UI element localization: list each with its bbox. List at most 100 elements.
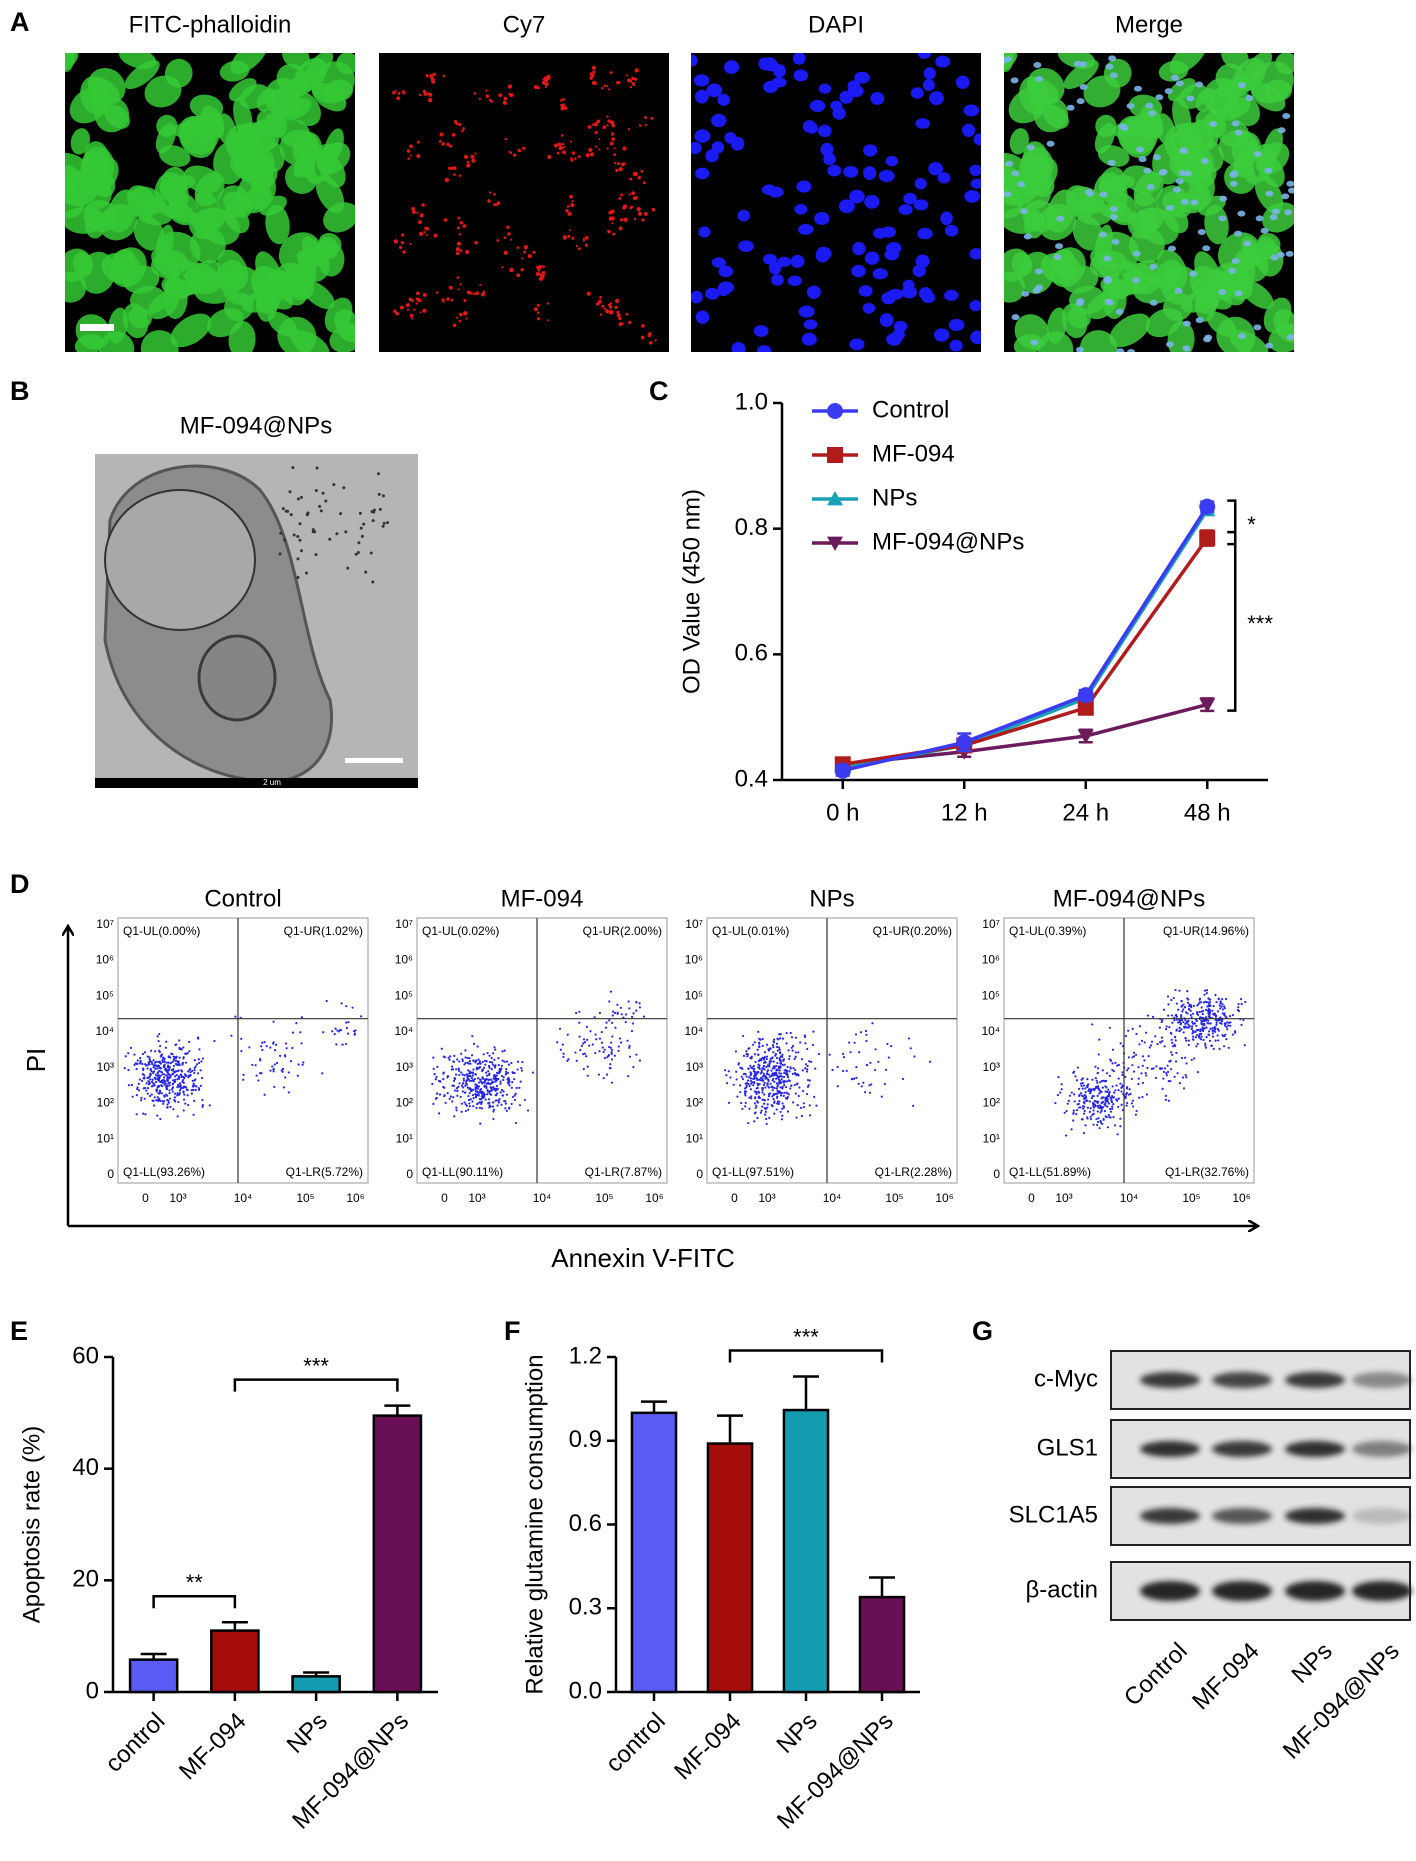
event-dot [758,1042,760,1044]
event-dot [432,1103,434,1105]
event-dot [484,1064,486,1066]
protein-band [1285,1372,1345,1388]
dye-dot [614,306,617,309]
event-dot [480,1088,482,1090]
dye-dot [563,235,566,238]
event-dot [1121,1071,1123,1073]
event-dot [874,1069,876,1071]
event-dot [136,1094,138,1096]
event-dot [626,1040,628,1042]
event-dot [776,1038,778,1040]
event-dot [183,1098,185,1100]
particle [298,522,301,525]
nucleus [962,124,975,137]
event-dot [804,1067,806,1069]
dye-dot [520,268,523,271]
nucleus [1011,170,1019,176]
event-dot [1126,1102,1128,1104]
event-dot [884,1083,886,1085]
event-dot [198,1089,200,1091]
dye-dot [415,302,417,304]
event-dot [166,1106,168,1108]
event-dot [1072,1113,1074,1115]
dye-dot [611,137,615,141]
event-dot [772,1051,774,1053]
event-dot [197,1038,199,1040]
event-dot [491,1082,493,1084]
nucleus [971,179,984,189]
event-dot [1093,1113,1095,1115]
event-dot [848,1041,850,1043]
event-dot [1126,1087,1128,1089]
y-tick-label: 0.6 [735,640,768,667]
y-tick-label: 20 [72,1566,99,1593]
dye-dot [565,209,568,212]
nucleus [870,92,884,105]
dye-dot [462,127,465,130]
event-dot [810,1061,812,1063]
event-dot [149,1061,151,1063]
event-dot [1089,1090,1091,1092]
dye-dot [467,161,470,164]
dye-dot [410,154,412,156]
event-dot [157,1096,159,1098]
event-dot [773,1094,775,1096]
nucleus [724,132,736,144]
event-dot [769,1062,771,1064]
particle [364,571,367,574]
event-dot [1228,1047,1230,1049]
event-dot [481,1107,483,1109]
event-dot [786,1092,788,1094]
event-dot [617,1012,619,1014]
event-dot [1180,1000,1182,1002]
event-dot [1208,1030,1210,1032]
data-point [1078,687,1094,703]
event-dot [757,1084,759,1086]
event-dot [585,1055,587,1057]
dye-dot [626,74,628,76]
significance-label: *** [303,1353,329,1378]
dye-dot [628,321,631,324]
event-dot [345,1043,347,1045]
nucleus [1111,239,1119,245]
event-dot [201,1099,203,1101]
nucleus [880,313,894,327]
event-dot [264,1094,266,1096]
event-dot [451,1068,453,1070]
event-dot [1133,1071,1135,1073]
nucleus [799,306,815,318]
event-dot [737,1063,739,1065]
event-dot [1118,1064,1120,1066]
event-dot [763,1082,765,1084]
event-dot [789,1055,791,1057]
event-dot [130,1047,132,1049]
event-dot [772,1046,774,1048]
nucleus [1017,181,1025,187]
event-dot [488,1106,490,1108]
event-dot [478,1081,480,1083]
event-dot [910,1047,912,1049]
event-dot [1193,1005,1195,1007]
dye-dot [471,155,475,159]
x-tick-label: 24 h [1062,799,1109,826]
y-tick-label: 10¹ [686,1131,703,1145]
event-dot [478,1091,480,1093]
y-tick-label: 10⁴ [394,1024,413,1038]
event-dot [464,1085,466,1087]
dye-dot [412,210,416,214]
event-dot [145,1089,147,1091]
event-dot [144,1051,146,1053]
dye-dot [513,153,516,156]
event-dot [167,1062,169,1064]
dye-dot [483,291,486,294]
event-dot [758,1096,760,1098]
event-dot [777,1090,779,1092]
significance-label: *** [1247,611,1273,636]
event-dot [127,1052,129,1054]
nucleus [1219,196,1227,202]
event-dot [301,1064,303,1066]
event-dot [209,1104,211,1106]
event-dot [149,1095,151,1097]
nucleus [1030,339,1038,345]
event-dot [498,1101,500,1103]
